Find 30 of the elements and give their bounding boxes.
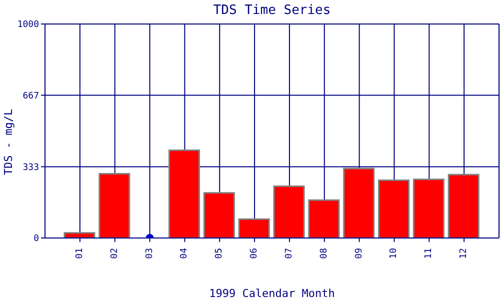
x-tick-label: 07	[284, 248, 294, 259]
x-tick-label: 02	[110, 248, 120, 259]
x-tick-label: 09	[354, 248, 364, 259]
bar	[98, 173, 130, 238]
bar	[238, 218, 270, 238]
chart-title: TDS Time Series	[213, 3, 331, 18]
bar	[64, 232, 96, 238]
y-tick-label: 1000	[17, 20, 39, 30]
bar	[378, 179, 410, 238]
bar	[412, 178, 444, 238]
x-tick-label: 03	[144, 248, 155, 259]
bar	[448, 174, 480, 238]
x-tick-label: 10	[389, 248, 400, 259]
x-tick-label: 08	[319, 248, 330, 259]
x-tick-label: 04	[180, 248, 190, 259]
y-axis-title: TDS - mg/L	[2, 108, 15, 176]
y-tick-label: 667	[22, 91, 39, 102]
x-tick-label: 11	[424, 248, 434, 259]
x-axis-title: 1999 Calendar Month	[209, 287, 335, 300]
bar	[273, 185, 305, 238]
x-tick-label: 05	[214, 248, 225, 259]
bar	[168, 150, 200, 238]
bar	[203, 192, 235, 238]
x-tick-label: 01	[74, 248, 85, 259]
y-tick-label: 0	[34, 234, 39, 244]
bar	[343, 168, 375, 238]
y-tick-label: 333	[22, 162, 39, 173]
bar	[308, 199, 340, 238]
x-tick-label: 06	[250, 248, 260, 259]
x-tick-label: 12	[459, 248, 470, 259]
